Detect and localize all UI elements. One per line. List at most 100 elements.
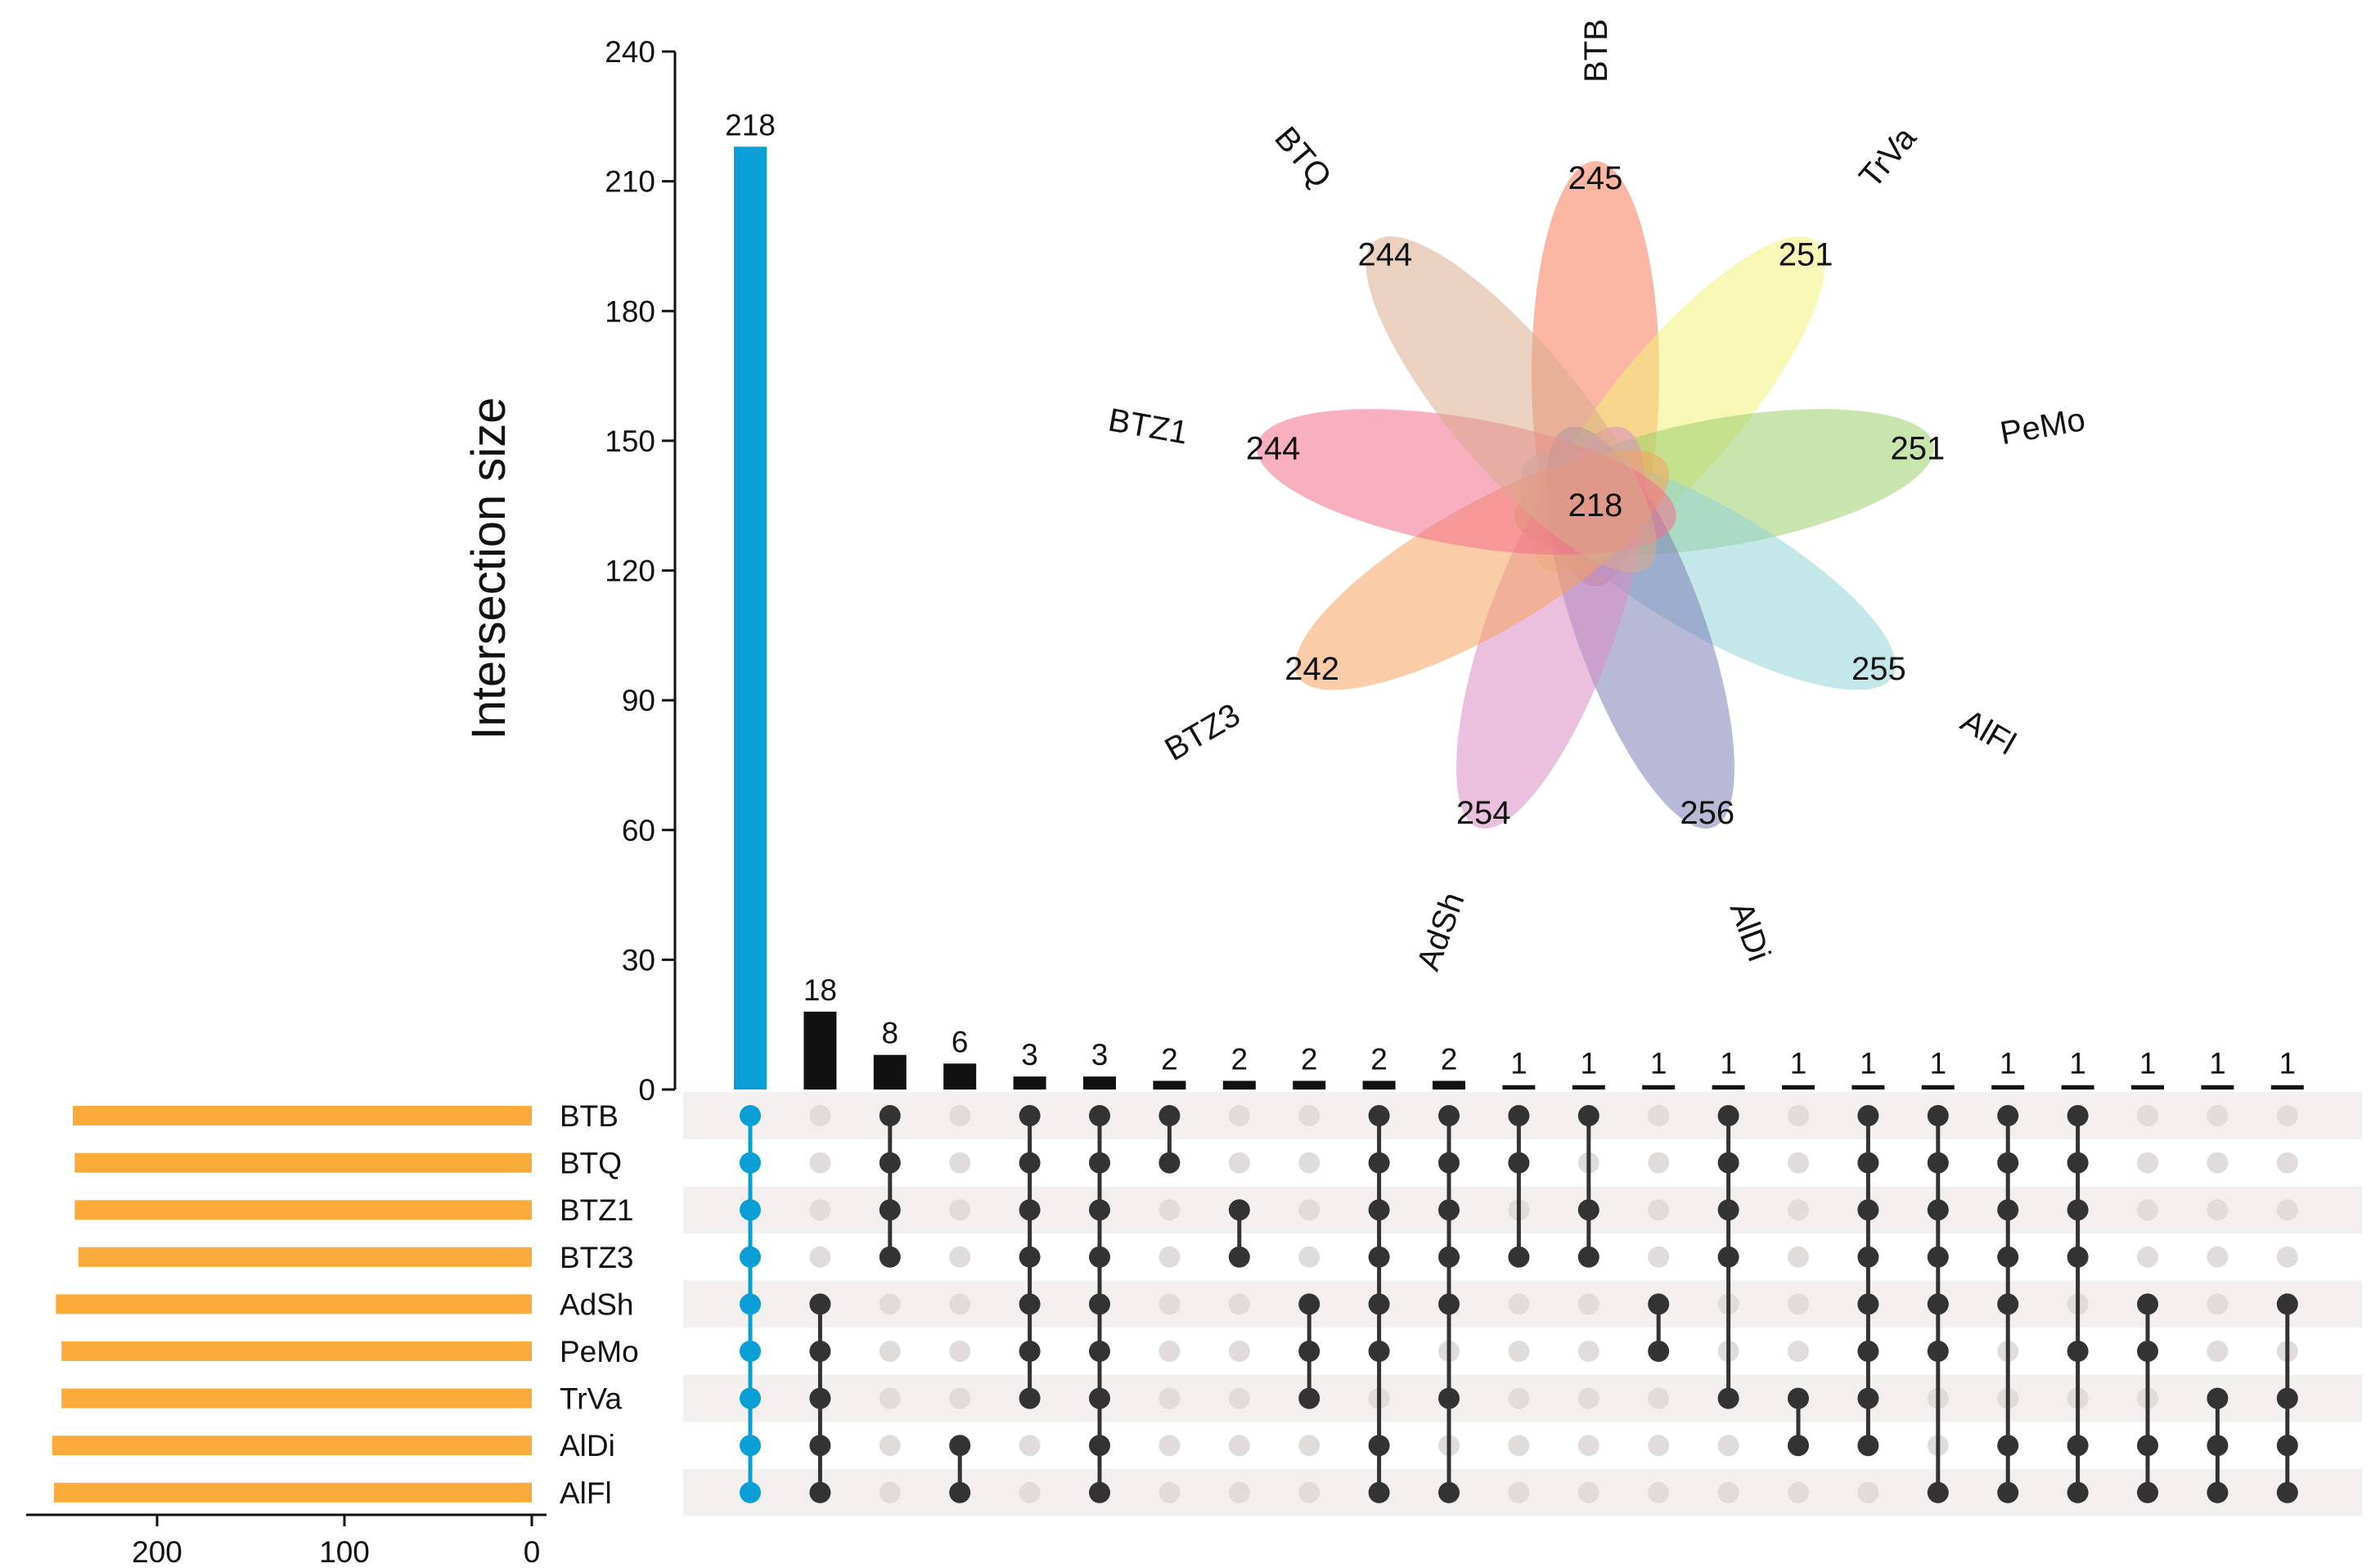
matrix-dot-empty (1508, 1341, 1530, 1362)
matrix-dot-empty (1159, 1246, 1181, 1268)
matrix-dot-filled (1927, 1341, 1949, 1362)
bar-value-label: 3 (1091, 1038, 1109, 1072)
matrix-dot-empty (1298, 1246, 1320, 1268)
matrix-dot-filled (1927, 1293, 1949, 1315)
intersection-bar (1362, 1081, 1396, 1090)
matrix-dot-empty (809, 1105, 831, 1126)
matrix-dot-filled (740, 1105, 761, 1126)
matrix-dot-filled (1857, 1435, 1879, 1457)
venn-petal-value: 251 (1891, 431, 1946, 467)
set-size-bar (72, 1106, 532, 1125)
set-label: AlFl (560, 1476, 612, 1510)
venn-petal-value: 254 (1456, 795, 1511, 831)
matrix-dot-empty (1159, 1341, 1181, 1362)
venn-petal-value: 242 (1284, 651, 1339, 687)
matrix-dot-filled (1159, 1152, 1181, 1174)
matrix-dot-empty (1019, 1435, 1041, 1457)
matrix-dot-filled (1438, 1387, 1460, 1409)
matrix-dot-filled (1438, 1105, 1460, 1126)
matrix-dot-filled (740, 1481, 761, 1503)
matrix-dot-filled (1438, 1152, 1460, 1174)
venn-petal-name: PeMo (1997, 402, 2088, 452)
matrix-dot-filled (1438, 1481, 1460, 1503)
set-size-axis: 200 100 0 (26, 1513, 547, 1568)
matrix-dot-filled (1019, 1199, 1041, 1221)
matrix-dot-filled (879, 1199, 901, 1221)
matrix-dot-filled (1717, 1387, 1739, 1409)
matrix-dot-empty (1648, 1246, 1670, 1268)
bar-value-label: 8 (882, 1017, 899, 1050)
matrix-dot-filled (1857, 1246, 1879, 1268)
matrix-dot-filled (1927, 1105, 1949, 1126)
matrix-dot-empty (2137, 1199, 2158, 1221)
venn-petal-value: 251 (1779, 237, 1833, 273)
matrix-dot-empty (879, 1481, 901, 1503)
matrix-dot-empty (2276, 1105, 2298, 1126)
matrix-dot-filled (1717, 1246, 1739, 1268)
matrix-dot-empty (949, 1105, 971, 1126)
intersection-bar (2131, 1085, 2164, 1090)
matrix-dot-filled (1019, 1246, 1041, 1268)
matrix-dot-empty (2207, 1105, 2229, 1126)
matrix-dot-filled (2207, 1435, 2229, 1457)
set-size-bar (56, 1294, 533, 1314)
set-label: AdSh (560, 1287, 634, 1321)
matrix-dot-empty (2207, 1341, 2229, 1362)
bar-value-label: 18 (803, 973, 837, 1007)
intersection-bar (1013, 1076, 1046, 1090)
matrix-dot-empty (2276, 1199, 2298, 1221)
set-size-bar (61, 1341, 532, 1361)
matrix-dot-filled (1298, 1293, 1320, 1315)
matrix-dot-filled (1717, 1105, 1739, 1126)
matrix-dot-filled (949, 1435, 971, 1457)
intersection-bar (1712, 1085, 1745, 1090)
matrix-dot-filled (1368, 1341, 1390, 1362)
matrix-dot-empty (1159, 1293, 1181, 1315)
matrix-dot-empty (2207, 1199, 2229, 1221)
matrix-dot-empty (809, 1152, 831, 1174)
matrix-dot-filled (1927, 1199, 1949, 1221)
matrix-dot-filled (1089, 1293, 1110, 1315)
matrix-dot-filled (1717, 1199, 1739, 1221)
matrix-dot-filled (1438, 1199, 1460, 1221)
matrix-dot-empty (1508, 1293, 1530, 1315)
intersection-y-axis: 0 30 60 90 120 150 180 210 240 (605, 35, 677, 1107)
matrix-dot-empty (809, 1246, 831, 1268)
matrix-dot-empty (1508, 1435, 1530, 1457)
matrix-dot-empty (1228, 1293, 1250, 1315)
matrix-dot-filled (1368, 1152, 1390, 1174)
matrix-dot-filled (2067, 1199, 2089, 1221)
matrix-dot-filled (1577, 1246, 1599, 1268)
matrix-dot-filled (1508, 1105, 1530, 1126)
bar-value-label: 1 (2069, 1047, 2086, 1081)
matrix-dot-empty (1228, 1152, 1250, 1174)
bar-value-label: 2 (1301, 1042, 1318, 1076)
matrix-dot-empty (1577, 1293, 1599, 1315)
matrix-dot-empty (2137, 1152, 2158, 1174)
matrix-dot-empty (879, 1435, 901, 1457)
matrix-dot-filled (809, 1481, 831, 1503)
set-axis-tick-label: 100 (319, 1535, 370, 1568)
matrix-dot-filled (740, 1435, 761, 1457)
matrix-dot-empty (1648, 1481, 1670, 1503)
matrix-dot-empty (2207, 1152, 2229, 1174)
set-label: BTB (560, 1099, 619, 1133)
matrix-dot-filled (1368, 1105, 1390, 1126)
y-tick-label: 30 (622, 943, 655, 977)
y-tick-label: 120 (605, 555, 655, 588)
set-labels: BTB BTQ BTZ1 BTZ3 AdSh PeMo TrVa AlDi AlFl (560, 1099, 639, 1510)
bar-value-label: 1 (1720, 1047, 1737, 1081)
intersection-bar (1851, 1085, 1885, 1090)
venn-petal-value: 255 (1851, 651, 1906, 687)
matrix-dot-filled (1368, 1435, 1390, 1457)
bar-value-label: 1 (1790, 1047, 1807, 1081)
matrix-dot-empty (1788, 1199, 1809, 1221)
matrix-dot-filled (1159, 1105, 1181, 1126)
intersection-bar (2201, 1085, 2234, 1090)
matrix-dot-filled (2067, 1481, 2089, 1503)
matrix-dot-filled (1857, 1152, 1879, 1174)
bar-value-label: 1 (2209, 1047, 2226, 1081)
bar-value-label: 1 (1581, 1047, 1598, 1081)
venn-petal-value: 256 (1680, 795, 1734, 831)
matrix-dot-empty (809, 1199, 831, 1221)
